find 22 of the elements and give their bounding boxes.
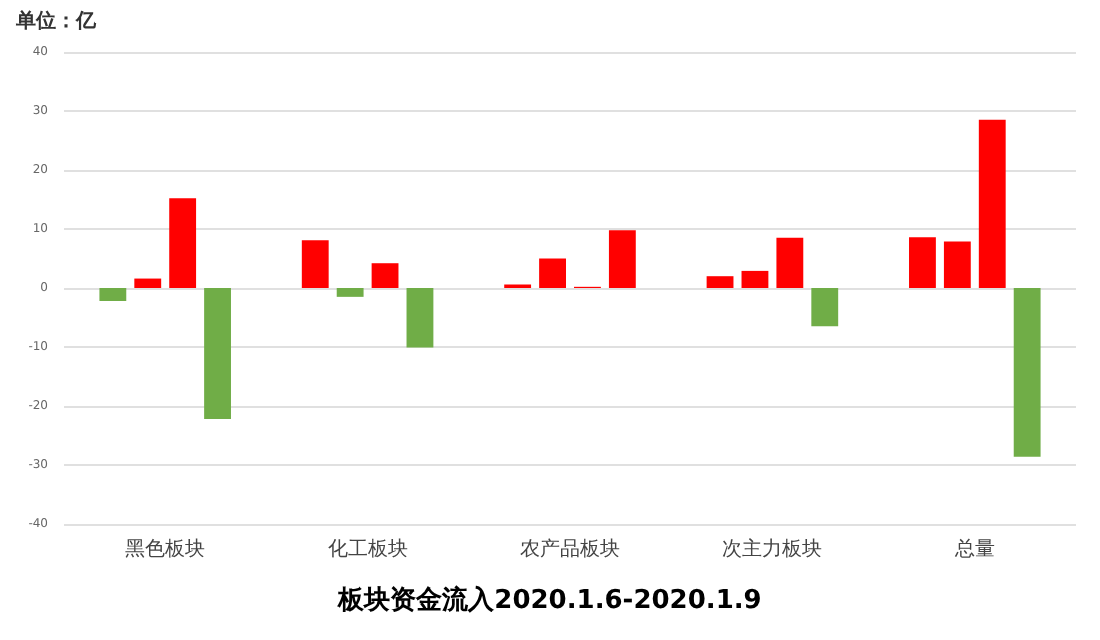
text: 板块资金流入2020.1.6-2020.1.9 [336,584,762,616]
text: 单位：亿 [14,9,98,33]
bar [169,198,197,288]
bar [811,288,839,327]
x-tick-label: 黑色板块 [125,537,206,561]
bar [301,240,329,288]
x-tick-label: 次主力板块 [722,537,823,561]
bar [776,237,804,288]
bar [539,258,566,288]
x-tick-label: 化工板块 [327,537,408,561]
x-tick-label: 农产品板块 [520,537,620,561]
bar [1013,288,1041,457]
bar [978,119,1006,288]
bar [943,241,971,288]
bar [909,237,936,288]
bar [741,270,769,288]
bar [706,276,734,288]
x-tick-label: 总量 [952,537,995,561]
bar [406,288,434,348]
bar [371,263,399,288]
bar [134,278,162,288]
bar [204,288,231,419]
